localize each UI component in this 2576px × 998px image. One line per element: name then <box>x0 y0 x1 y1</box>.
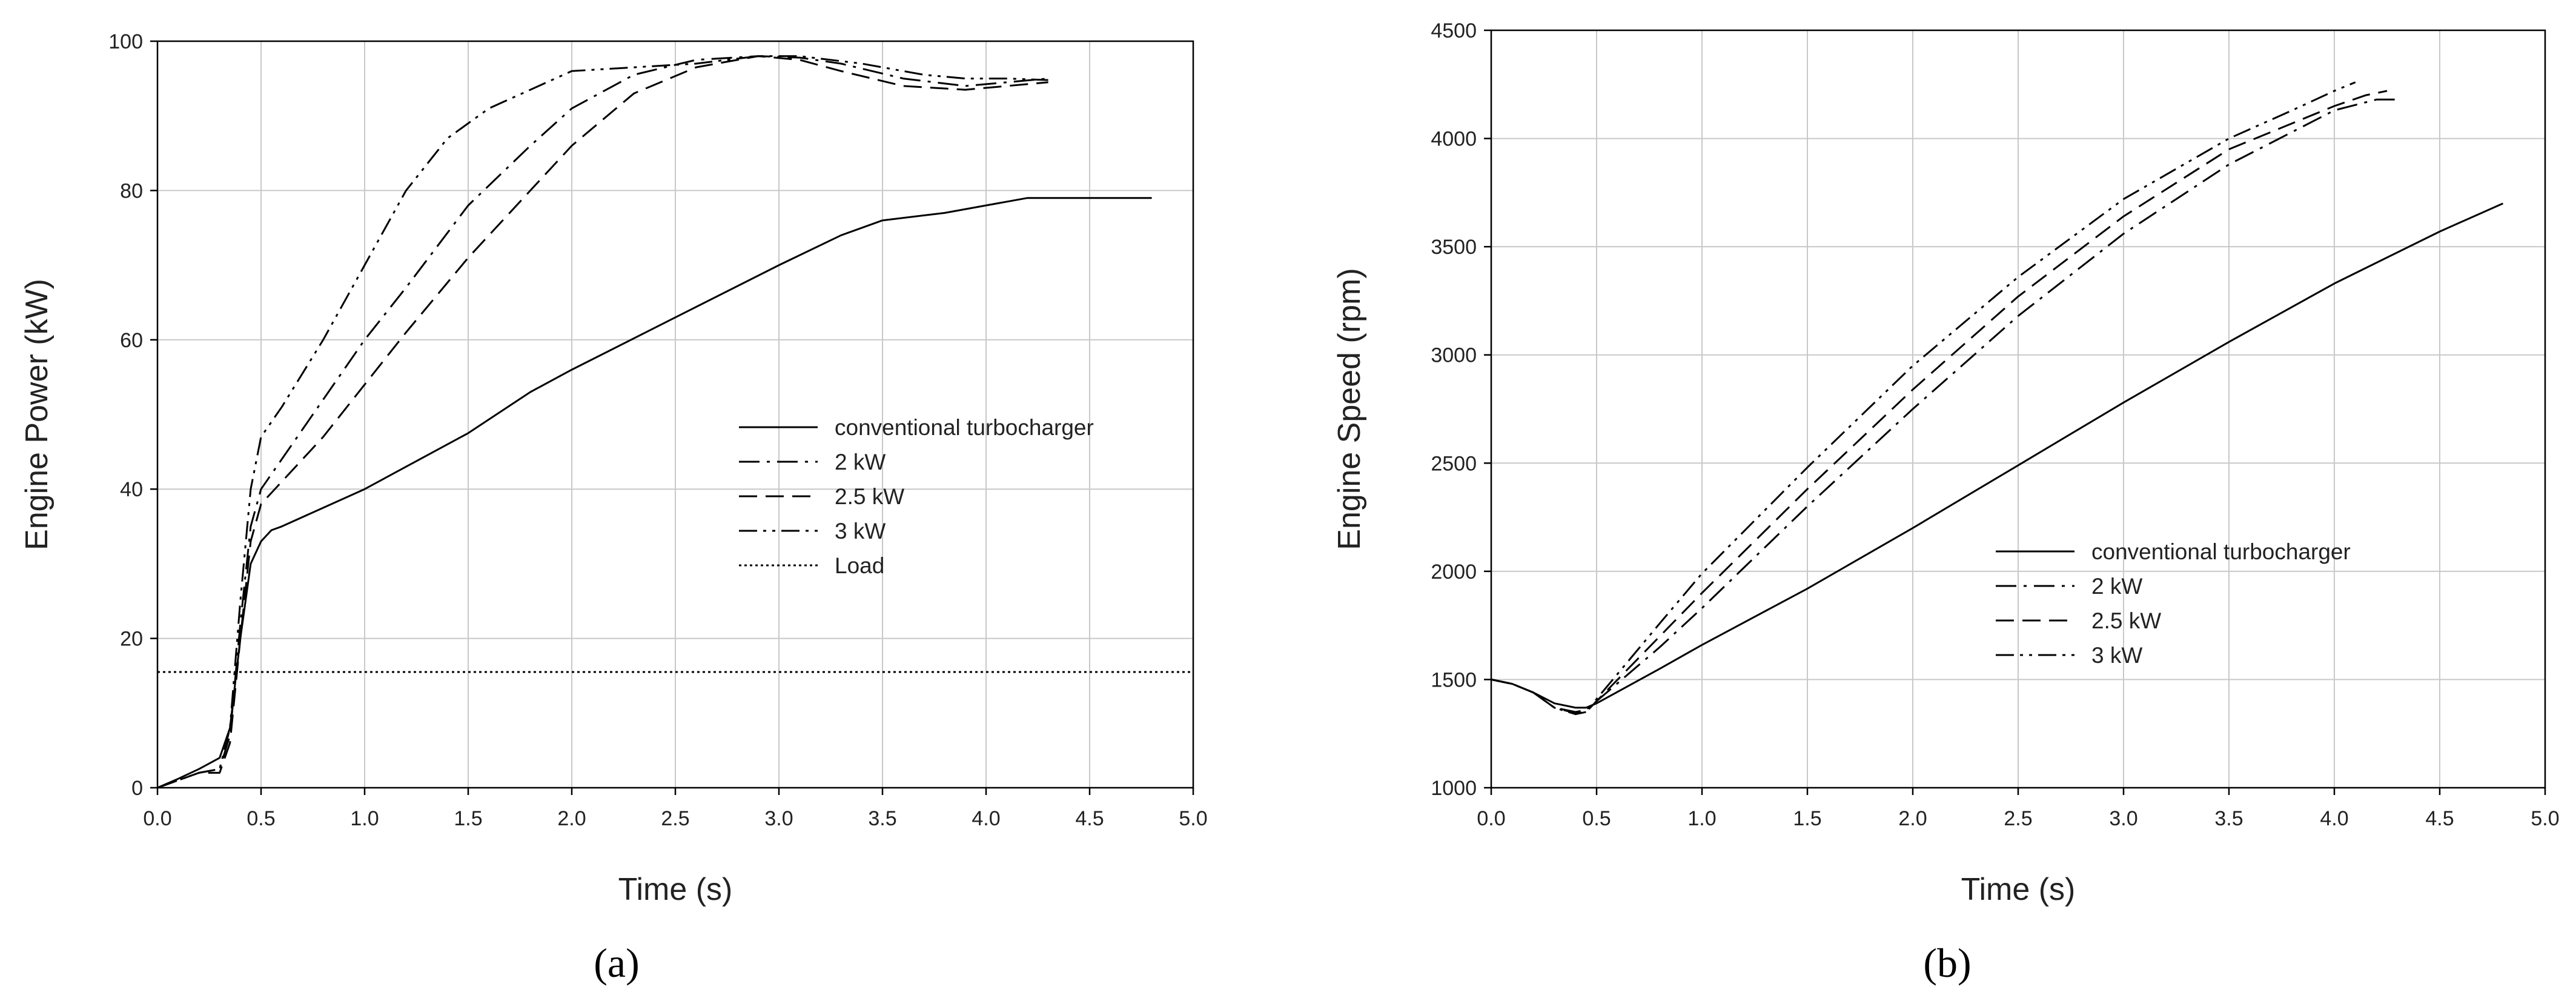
legend-label: conventional turbocharger <box>2091 539 2351 564</box>
series-line-2-kw <box>1491 98 2398 713</box>
y-tick-label: 1000 <box>1431 777 1477 800</box>
panel-label: (b) <box>1923 940 1971 986</box>
plot-frame <box>156 40 1194 789</box>
series-group <box>157 55 1193 789</box>
legend-label: 2.5 kW <box>835 484 904 509</box>
legend-label: 2 kW <box>2091 574 2142 599</box>
x-tick-label: 3.5 <box>2214 807 2243 830</box>
x-tick-label: 4.0 <box>2320 807 2348 830</box>
x-tick-label: 0.0 <box>1477 807 1505 830</box>
y-axis-label: Engine Speed (rpm) <box>1332 268 1367 550</box>
y-tick-label: 80 <box>120 179 143 202</box>
legend-label: 3 kW <box>2091 643 2142 668</box>
series-line-conventional-turbocharger <box>1491 202 2504 709</box>
x-tick-label: 4.5 <box>1075 807 1104 830</box>
legend: conventional turbocharger 2 kW 2.5 kW 3 kW L… <box>739 415 1094 578</box>
x-tick-label: 1.0 <box>350 807 379 830</box>
x-tick-label: 0.5 <box>247 807 275 830</box>
x-tick-label: 4.5 <box>2425 807 2454 830</box>
y-tick-label: 3000 <box>1431 344 1477 367</box>
legend-item: 3 kW <box>739 519 886 544</box>
plot-frame <box>1490 29 2546 789</box>
panel-label: (a) <box>594 940 639 986</box>
x-tick-label: 5.0 <box>1179 807 1207 830</box>
ticks: 0.0 0.5 1.0 1.5 2.0 2.5 3.0 3.5 4.0 4.5 5.0 1000 150… <box>1431 19 2559 830</box>
legend-label: 2.5 kW <box>2091 608 2161 633</box>
chart-engine-power: 0.0 0.5 1.0 1.5 2.0 2.5 3.0 3.5 4.0 4.5 5.0 0 20 40 60… <box>19 30 1208 986</box>
legend-item: Load <box>739 553 884 578</box>
x-tick-label: 2.0 <box>1898 807 1927 830</box>
legend-item: 2.5 kW <box>739 484 904 509</box>
y-tick-label: 3500 <box>1431 236 1477 259</box>
series-line-2-5-kw <box>1491 90 2388 714</box>
legend-item: 3 kW <box>1996 643 2142 668</box>
series-line-2-kw <box>157 55 1048 789</box>
x-axis-label: Time (s) <box>1961 872 2076 907</box>
y-tick-label: 0 <box>131 777 143 800</box>
x-tick-label: 4.0 <box>972 807 1000 830</box>
y-tick-label: 2000 <box>1431 561 1477 584</box>
x-tick-label: 5.0 <box>2531 807 2559 830</box>
x-tick-label: 3.0 <box>2109 807 2137 830</box>
x-axis-label: Time (s) <box>618 872 733 907</box>
series-line-conventional-turbocharger <box>157 197 1152 789</box>
series-line-2-5-kw <box>157 55 1048 789</box>
chart-engine-speed: 0.0 0.5 1.0 1.5 2.0 2.5 3.0 3.5 4.0 4.5 5.0 1000 150… <box>1332 19 2560 986</box>
legend-label: Load <box>835 553 884 578</box>
x-tick-label: 3.0 <box>764 807 793 830</box>
legend-item: 2 kW <box>739 450 886 474</box>
legend-item: conventional turbocharger <box>1996 539 2351 564</box>
x-tick-label: 1.5 <box>454 807 482 830</box>
x-tick-label: 1.5 <box>1793 807 1821 830</box>
legend-label: 3 kW <box>835 519 886 544</box>
y-tick-label: 20 <box>120 628 143 651</box>
x-tick-label: 1.0 <box>1687 807 1716 830</box>
x-tick-label: 0.0 <box>143 807 171 830</box>
series-line-3-kw <box>1491 81 2356 716</box>
x-tick-label: 2.0 <box>557 807 586 830</box>
y-tick-label: 100 <box>108 30 143 53</box>
legend-label: conventional turbocharger <box>835 415 1094 440</box>
legend: conventional turbocharger 2 kW 2.5 kW 3 kW <box>1996 539 2351 668</box>
y-tick-label: 1500 <box>1431 668 1477 691</box>
y-tick-label: 4500 <box>1431 19 1477 42</box>
x-tick-label: 0.5 <box>1582 807 1611 830</box>
x-tick-label: 3.5 <box>868 807 896 830</box>
legend-item: 2 kW <box>1996 574 2142 599</box>
series-group <box>1491 81 2504 716</box>
legend-item: conventional turbocharger <box>739 415 1094 440</box>
y-tick-label: 40 <box>120 478 143 501</box>
x-tick-label: 2.5 <box>2004 807 2032 830</box>
legend-item: 2.5 kW <box>1996 608 2161 633</box>
x-tick-label: 2.5 <box>661 807 689 830</box>
legend-label: 2 kW <box>835 450 886 474</box>
y-tick-label: 60 <box>120 329 143 352</box>
y-axis-label: Engine Power (kW) <box>19 279 55 550</box>
y-tick-label: 4000 <box>1431 128 1477 151</box>
ticks: 0.0 0.5 1.0 1.5 2.0 2.5 3.0 3.5 4.0 4.5 5.0 0 20 40 60… <box>108 30 1207 830</box>
y-tick-label: 2500 <box>1431 452 1477 475</box>
